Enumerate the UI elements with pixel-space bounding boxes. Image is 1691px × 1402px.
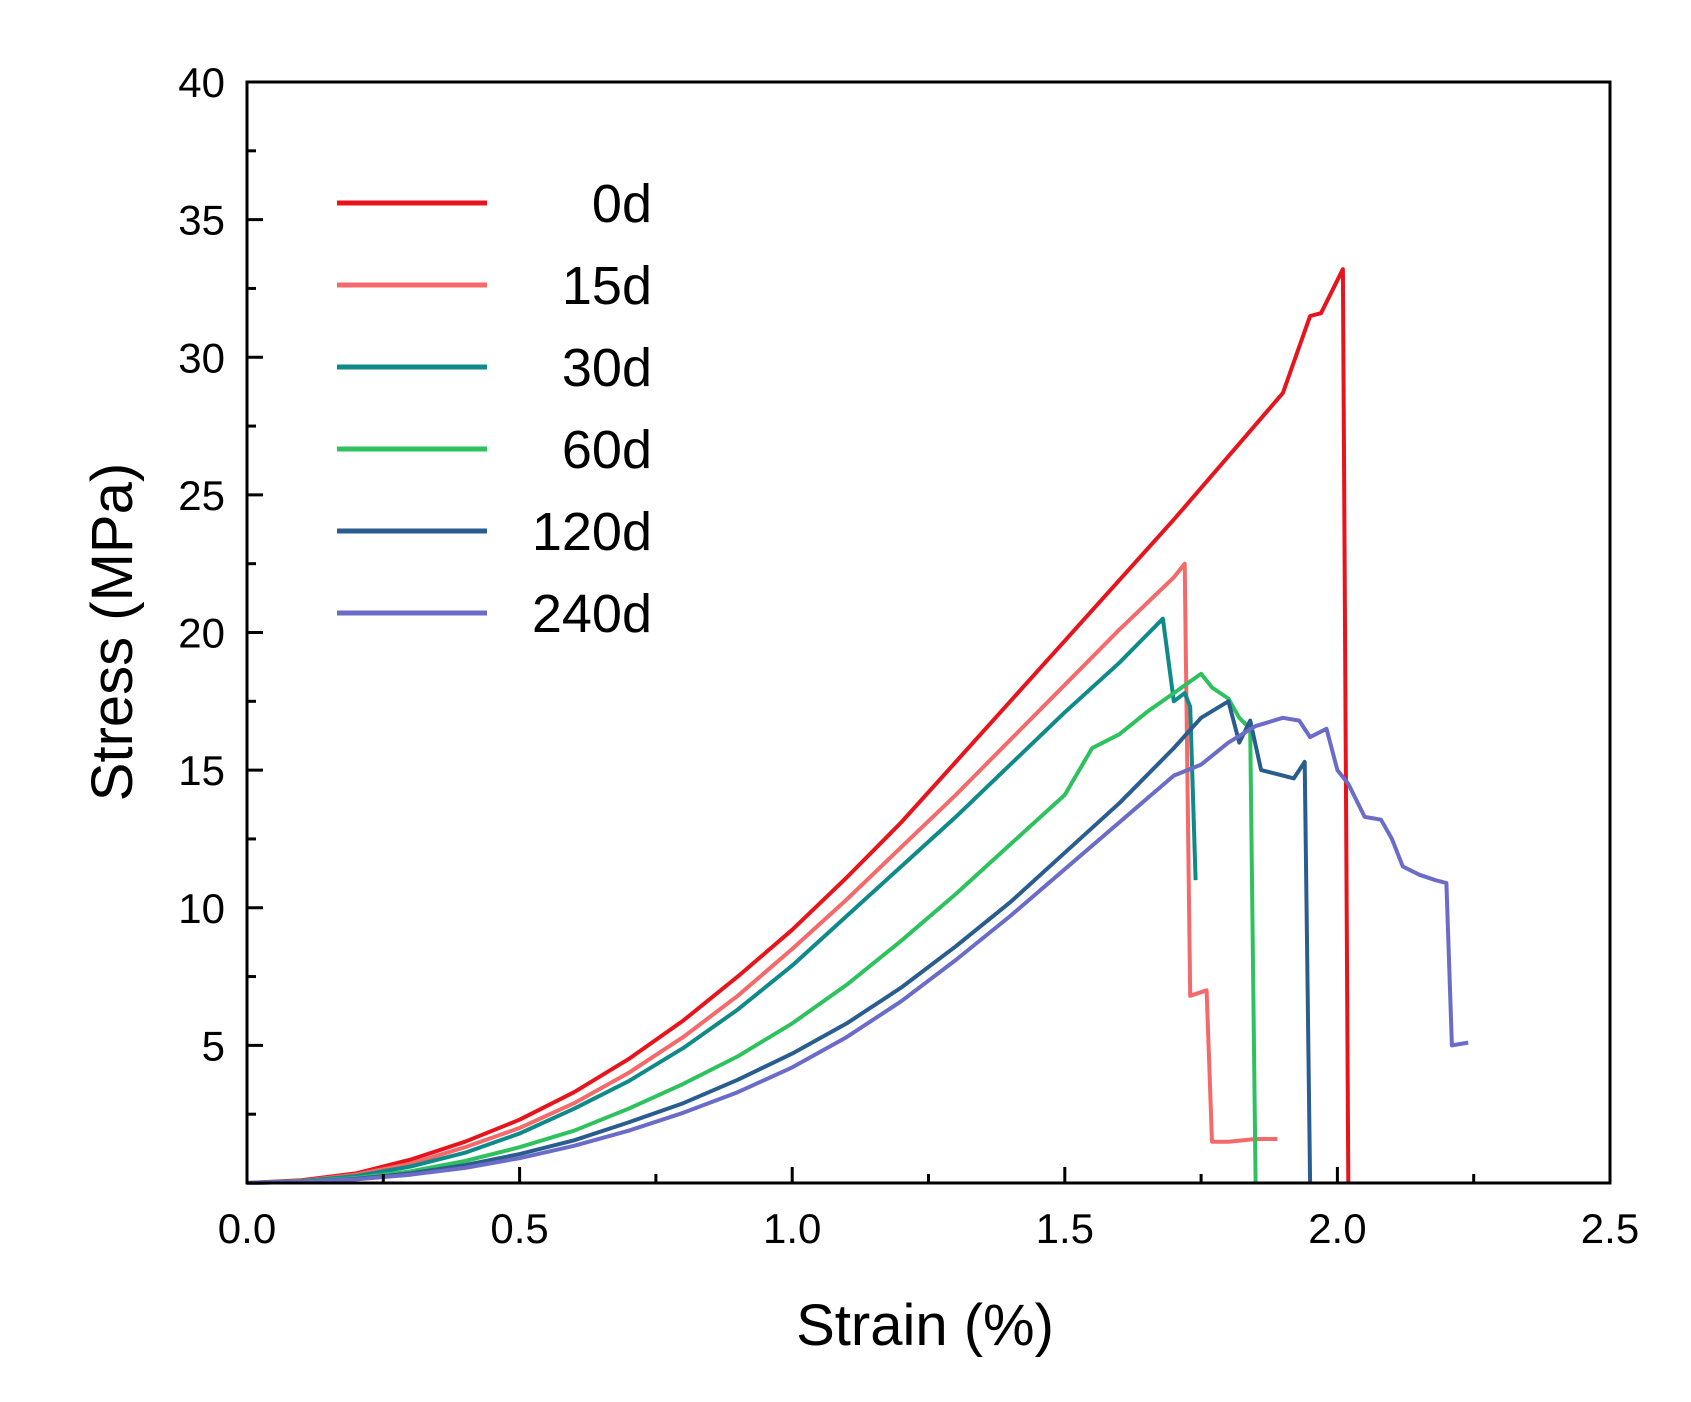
legend-label-60d: 60d [562,420,652,480]
legend-label-15d: 15d [562,256,652,316]
series-line-30d [246,616,1198,1185]
axes-layer: 0.0 0.5 1.0 1.5 2.0 2.5 5 10 15 20 25 30 35 40 [178,59,1639,1252]
series-line-240d [246,715,1469,1185]
y-tick-label: 15 [178,747,225,794]
series-line-60d [246,671,1258,1185]
x-tick-label: 0.0 [218,1205,276,1252]
y-tick-label: 25 [178,472,225,519]
y-tick-label: 20 [178,610,225,657]
y-tick-label: 35 [178,197,225,244]
x-tick-label: 0.5 [490,1205,548,1252]
series-line-120d [246,699,1313,1185]
series-line-0d [246,267,1351,1185]
legend-label-120d: 120d [532,502,652,562]
legend-label-30d: 30d [562,338,652,398]
x-tick-label: 1.5 [1036,1205,1094,1252]
legend: 0d 15d 30d 60d 120d 240d [337,174,652,644]
x-tick-label: 1.0 [763,1205,821,1252]
series-line-15d [246,561,1278,1185]
x-tick-label: 2.5 [1581,1205,1639,1252]
x-axis-title: Strain (%) [796,1293,1054,1358]
y-tick-label: 5 [202,1022,225,1069]
series-layer [246,267,1469,1185]
legend-label-0d: 0d [592,174,652,234]
legend-label-240d: 240d [532,584,652,644]
plot-frame [245,80,1612,1185]
y-tick-label: 10 [178,885,225,932]
x-tick-label: 2.0 [1308,1205,1366,1252]
y-tick-label: 40 [178,59,225,106]
y-tick-label: 30 [178,334,225,381]
y-axis-title: Stress (MPa) [80,463,145,801]
